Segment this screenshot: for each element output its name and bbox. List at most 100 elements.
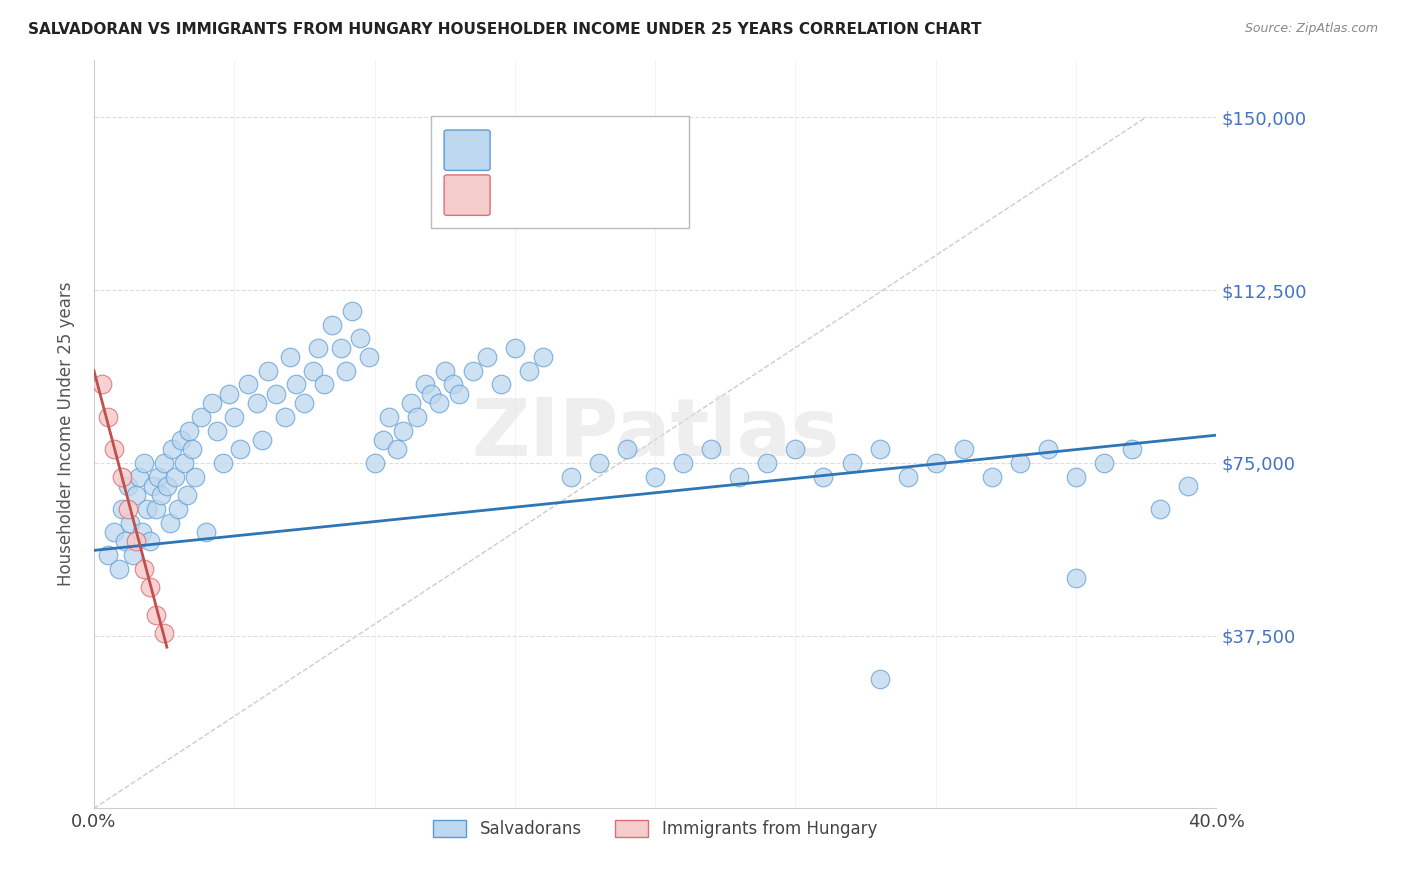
Point bbox=[173, 456, 195, 470]
Point bbox=[785, 442, 807, 456]
Point bbox=[136, 502, 159, 516]
Point bbox=[139, 580, 162, 594]
Text: ZIPatlas: ZIPatlas bbox=[471, 395, 839, 473]
Point bbox=[108, 562, 131, 576]
Point bbox=[517, 364, 540, 378]
Point bbox=[399, 396, 422, 410]
Point bbox=[134, 562, 156, 576]
Point bbox=[756, 456, 779, 470]
Point bbox=[329, 341, 352, 355]
Point bbox=[176, 488, 198, 502]
Point bbox=[312, 377, 335, 392]
Point bbox=[229, 442, 252, 456]
Point bbox=[165, 469, 187, 483]
Legend: Salvadorans, Immigrants from Hungary: Salvadorans, Immigrants from Hungary bbox=[426, 814, 884, 845]
Text: Source: ZipAtlas.com: Source: ZipAtlas.com bbox=[1244, 22, 1378, 36]
Point bbox=[131, 524, 153, 539]
Point bbox=[252, 433, 274, 447]
Point bbox=[274, 409, 297, 424]
Point bbox=[212, 456, 235, 470]
Point bbox=[170, 433, 193, 447]
Point bbox=[391, 424, 413, 438]
Point bbox=[224, 409, 246, 424]
Text: R =: R = bbox=[498, 141, 534, 159]
Point bbox=[531, 350, 554, 364]
Point bbox=[413, 377, 436, 392]
Point bbox=[190, 409, 212, 424]
Point bbox=[128, 469, 150, 483]
Text: SALVADORAN VS IMMIGRANTS FROM HUNGARY HOUSEHOLDER INCOME UNDER 25 YEARS CORRELAT: SALVADORAN VS IMMIGRANTS FROM HUNGARY HO… bbox=[28, 22, 981, 37]
Point bbox=[869, 673, 891, 687]
Point bbox=[363, 456, 385, 470]
Point bbox=[1149, 502, 1171, 516]
Point bbox=[125, 534, 148, 549]
Point bbox=[616, 442, 638, 456]
Point bbox=[153, 626, 176, 640]
Text: 0.353: 0.353 bbox=[543, 186, 596, 204]
Point bbox=[461, 364, 484, 378]
FancyBboxPatch shape bbox=[430, 116, 689, 228]
Point bbox=[181, 442, 204, 456]
Point bbox=[122, 548, 145, 562]
Point bbox=[672, 456, 695, 470]
Point bbox=[145, 607, 167, 622]
Point bbox=[560, 469, 582, 483]
Point bbox=[1008, 456, 1031, 470]
Point bbox=[419, 386, 441, 401]
Point bbox=[1177, 479, 1199, 493]
FancyBboxPatch shape bbox=[444, 130, 491, 170]
Point bbox=[433, 364, 456, 378]
Point bbox=[97, 409, 120, 424]
Point bbox=[503, 341, 526, 355]
Point bbox=[349, 331, 371, 345]
Point bbox=[813, 469, 835, 483]
Point bbox=[924, 456, 946, 470]
Point bbox=[120, 516, 142, 530]
Point bbox=[1064, 469, 1087, 483]
Point bbox=[201, 396, 224, 410]
Point bbox=[869, 442, 891, 456]
Point bbox=[377, 409, 399, 424]
Point bbox=[292, 396, 315, 410]
Point bbox=[156, 479, 179, 493]
Point bbox=[644, 469, 666, 483]
Point bbox=[489, 377, 512, 392]
Y-axis label: Householder Income Under 25 years: Householder Income Under 25 years bbox=[58, 282, 75, 586]
Point bbox=[588, 456, 610, 470]
Point bbox=[111, 502, 134, 516]
Point bbox=[284, 377, 307, 392]
Point bbox=[117, 479, 139, 493]
Point bbox=[207, 424, 229, 438]
Point bbox=[103, 442, 125, 456]
Text: 10: 10 bbox=[633, 186, 655, 204]
Point bbox=[162, 442, 184, 456]
FancyBboxPatch shape bbox=[444, 175, 491, 215]
Point bbox=[301, 364, 323, 378]
Point bbox=[427, 396, 450, 410]
Point bbox=[952, 442, 974, 456]
Point bbox=[111, 469, 134, 483]
Point bbox=[257, 364, 280, 378]
Text: 0.313: 0.313 bbox=[543, 141, 596, 159]
Point bbox=[125, 488, 148, 502]
Point bbox=[841, 456, 863, 470]
Point bbox=[167, 502, 190, 516]
Point bbox=[266, 386, 288, 401]
Text: N =: N = bbox=[593, 186, 630, 204]
Point bbox=[357, 350, 380, 364]
Point bbox=[441, 377, 464, 392]
Point bbox=[246, 396, 269, 410]
Point bbox=[91, 377, 114, 392]
Point bbox=[405, 409, 427, 424]
Point bbox=[307, 341, 329, 355]
Point bbox=[153, 456, 176, 470]
Point bbox=[159, 516, 181, 530]
Point bbox=[447, 386, 470, 401]
Point bbox=[1092, 456, 1115, 470]
Point bbox=[150, 488, 173, 502]
Point bbox=[218, 386, 240, 401]
Point bbox=[179, 424, 201, 438]
Point bbox=[148, 469, 170, 483]
Point bbox=[134, 456, 156, 470]
Point bbox=[700, 442, 723, 456]
